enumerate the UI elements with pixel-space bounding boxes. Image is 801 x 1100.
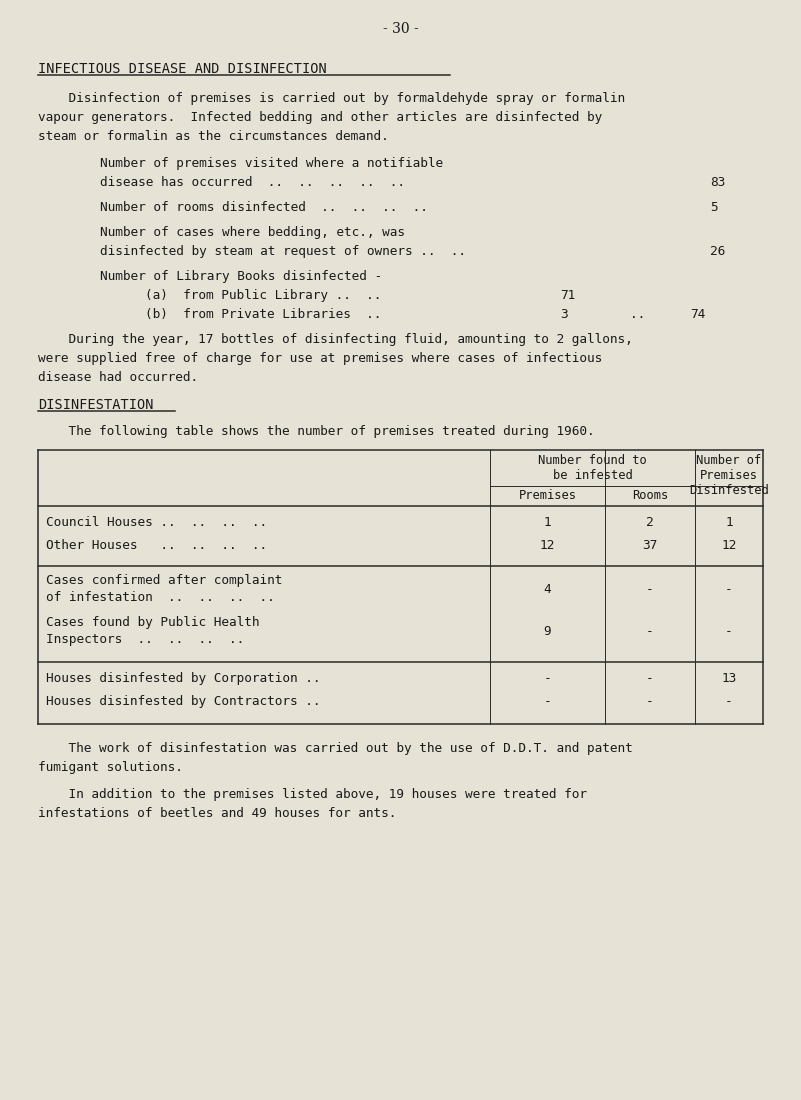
Text: 5: 5 [710, 201, 718, 214]
Text: Number of premises visited where a notifiable: Number of premises visited where a notif… [100, 157, 443, 170]
Text: Number of: Number of [696, 454, 762, 467]
Text: During the year, 17 bottles of disinfecting fluid, amounting to 2 gallons,: During the year, 17 bottles of disinfect… [38, 333, 633, 346]
Text: -: - [544, 695, 551, 708]
Text: -: - [646, 625, 654, 638]
Text: disease had occurred.: disease had occurred. [38, 371, 198, 384]
Text: 12: 12 [722, 539, 737, 552]
Text: Houses disinfested by Contractors ..: Houses disinfested by Contractors .. [46, 695, 320, 708]
Text: fumigant solutions.: fumigant solutions. [38, 761, 183, 774]
Text: (a)  from Public Library ..  ..: (a) from Public Library .. .. [145, 289, 381, 302]
Text: -: - [725, 695, 733, 708]
Text: 3: 3 [560, 308, 568, 321]
Text: ..: .. [630, 308, 646, 321]
Text: Houses disinfested by Corporation ..: Houses disinfested by Corporation .. [46, 672, 320, 685]
Text: 1: 1 [544, 516, 551, 529]
Text: were supplied free of charge for use at premises where cases of infectious: were supplied free of charge for use at … [38, 352, 602, 365]
Text: Rooms: Rooms [632, 490, 668, 502]
Text: Number found to: Number found to [538, 454, 647, 467]
Text: -: - [725, 583, 733, 596]
Text: Number of rooms disinfected  ..  ..  ..  ..: Number of rooms disinfected .. .. .. .. [100, 201, 428, 214]
Text: -: - [725, 625, 733, 638]
Text: Disinfested: Disinfested [689, 484, 769, 497]
Text: -: - [544, 672, 551, 685]
Text: Premises: Premises [700, 469, 758, 482]
Text: 83: 83 [710, 176, 725, 189]
Text: -: - [646, 672, 654, 685]
Text: -: - [646, 695, 654, 708]
Text: Inspectors  ..  ..  ..  ..: Inspectors .. .. .. .. [46, 632, 244, 646]
Text: be infested: be infested [553, 469, 632, 482]
Text: 1: 1 [725, 516, 733, 529]
Text: disease has occurred  ..  ..  ..  ..  ..: disease has occurred .. .. .. .. .. [100, 176, 405, 189]
Text: disinfected by steam at request of owners ..  ..: disinfected by steam at request of owner… [100, 245, 466, 258]
Text: The following table shows the number of premises treated during 1960.: The following table shows the number of … [38, 425, 594, 438]
Text: (b)  from Private Libraries  ..: (b) from Private Libraries .. [145, 308, 381, 321]
Text: 2: 2 [646, 516, 654, 529]
Text: -: - [646, 583, 654, 596]
Text: - 30 -: - 30 - [383, 22, 418, 36]
Text: 12: 12 [540, 539, 555, 552]
Text: of infestation  ..  ..  ..  ..: of infestation .. .. .. .. [46, 591, 275, 604]
Text: Number of cases where bedding, etc., was: Number of cases where bedding, etc., was [100, 226, 405, 239]
Text: infestations of beetles and 49 houses for ants.: infestations of beetles and 49 houses fo… [38, 807, 396, 820]
Text: 4: 4 [544, 583, 551, 596]
Text: vapour generators.  Infected bedding and other articles are disinfected by: vapour generators. Infected bedding and … [38, 111, 602, 124]
Text: Cases found by Public Health: Cases found by Public Health [46, 616, 260, 629]
Text: Council Houses ..  ..  ..  ..: Council Houses .. .. .. .. [46, 516, 267, 529]
Text: DISINFESTATION: DISINFESTATION [38, 398, 154, 412]
Text: Other Houses   ..  ..  ..  ..: Other Houses .. .. .. .. [46, 539, 267, 552]
Text: 13: 13 [722, 672, 737, 685]
Text: 9: 9 [544, 625, 551, 638]
Text: 74: 74 [690, 308, 705, 321]
Text: The work of disinfestation was carried out by the use of D.D.T. and patent: The work of disinfestation was carried o… [38, 742, 633, 755]
Text: In addition to the premises listed above, 19 houses were treated for: In addition to the premises listed above… [38, 788, 587, 801]
Text: 26: 26 [710, 245, 725, 258]
Text: Disinfection of premises is carried out by formaldehyde spray or formalin: Disinfection of premises is carried out … [38, 92, 625, 104]
Text: Cases confirmed after complaint: Cases confirmed after complaint [46, 574, 283, 587]
Text: Premises: Premises [518, 490, 577, 502]
Text: 71: 71 [560, 289, 575, 302]
Text: INFECTIOUS DISEASE AND DISINFECTION: INFECTIOUS DISEASE AND DISINFECTION [38, 62, 327, 76]
Text: steam or formalin as the circumstances demand.: steam or formalin as the circumstances d… [38, 130, 388, 143]
Text: 37: 37 [642, 539, 658, 552]
Text: Number of Library Books disinfected -: Number of Library Books disinfected - [100, 270, 382, 283]
